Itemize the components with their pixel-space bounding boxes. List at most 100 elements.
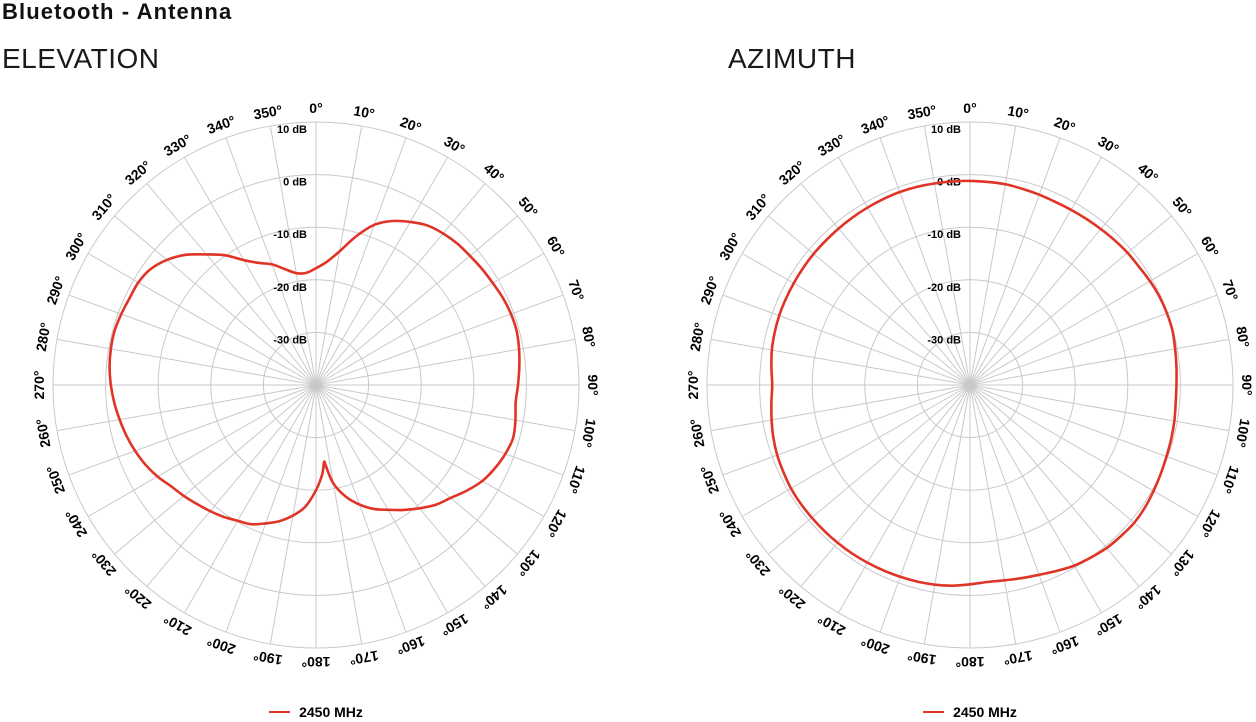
angle-tick-label: 270° xyxy=(31,371,47,400)
angle-tick-label: 230° xyxy=(88,547,119,579)
angle-tick-label: 310° xyxy=(88,191,119,223)
grid-spoke xyxy=(969,384,1230,432)
legend-line-swatch xyxy=(269,711,291,713)
grid-spoke xyxy=(56,384,317,432)
grid-spoke xyxy=(315,384,518,555)
angle-tick-label: 320° xyxy=(122,157,154,188)
grid-spoke xyxy=(315,294,564,386)
grid-spoke xyxy=(184,156,317,386)
azimuth-heading: AZIMUTH xyxy=(728,43,856,74)
angle-tick-label: 270° xyxy=(685,371,701,400)
grid-ring xyxy=(105,174,527,596)
angle-tick-label: 100° xyxy=(1232,417,1253,448)
grid-spoke xyxy=(838,156,971,386)
grid-spoke xyxy=(768,384,971,555)
grid-spoke xyxy=(315,384,564,476)
grid-spoke xyxy=(879,137,971,386)
angle-tick-label: 60° xyxy=(1198,233,1222,259)
grid-ring xyxy=(52,121,580,649)
grid-spoke xyxy=(741,384,971,517)
angle-tick-labels: 0° 10°20°30°40°50°60°70°80°90°100°110°120… xyxy=(31,100,601,670)
grid-spoke xyxy=(114,215,317,386)
angle-tick-label: 220° xyxy=(776,582,808,613)
angle-tick-label: 10° xyxy=(352,102,376,121)
grid-ring xyxy=(864,279,1076,491)
angle-tick-label: 190° xyxy=(252,647,283,668)
grid-spoke xyxy=(315,183,486,386)
grid-spoke xyxy=(315,384,486,587)
angle-tick-label: 30° xyxy=(1095,133,1121,157)
grid-spoke xyxy=(315,338,576,386)
angle-tick-label: 130° xyxy=(513,547,544,579)
angle-tick-label: 230° xyxy=(742,547,773,579)
grid-spoke xyxy=(969,384,1017,645)
angle-tick-label: 130° xyxy=(1167,547,1198,579)
grid-spoke xyxy=(722,384,971,476)
angle-tick-label: 170° xyxy=(1002,647,1033,668)
legend-label: 2450 MHz xyxy=(299,704,363,720)
grid-spoke xyxy=(146,183,317,386)
grid-spoke xyxy=(315,384,363,645)
radial-tick-labels: 10 dB 0 dB -10 dB -20 dB -30 dB xyxy=(273,124,307,346)
grid-spoke xyxy=(315,384,448,614)
grid-spoke xyxy=(184,384,317,614)
grid-spoke xyxy=(969,156,1102,386)
grid-spoke xyxy=(315,384,407,633)
angle-tick-label: 0° xyxy=(963,100,976,116)
angle-tick-label: 0° xyxy=(309,100,322,116)
angle-tick-label: 180° xyxy=(302,654,331,670)
grid-spoke xyxy=(969,338,1230,386)
angle-tick-label: 70° xyxy=(565,278,587,303)
radial-tick-label: 10 dB xyxy=(931,124,961,136)
angle-tick-label: 310° xyxy=(742,191,773,223)
grid-spoke xyxy=(710,338,971,386)
grid-spoke xyxy=(225,384,317,633)
grid-spoke xyxy=(969,384,1061,633)
angle-tick-label: 260° xyxy=(687,417,708,448)
angle-tick-label: 100° xyxy=(578,417,599,448)
grid-spoke xyxy=(225,137,317,386)
polar-grid xyxy=(706,121,1234,649)
radial-tick-label: -20 dB xyxy=(927,282,961,294)
grid-spoke xyxy=(741,253,971,386)
elevation-legend: 2450 MHz xyxy=(0,702,632,722)
angle-tick-label: 50° xyxy=(1169,194,1195,221)
grid-spoke xyxy=(315,253,545,386)
grid-spoke xyxy=(800,384,971,587)
angle-tick-label: 290° xyxy=(697,274,722,307)
elevation-heading: ELEVATION xyxy=(2,43,160,74)
grid-spoke xyxy=(315,215,518,386)
angle-tick-label: 200° xyxy=(205,633,238,658)
elevation-chart-block: 0° 10° 20° 30° 40° 50° 60° 70° 80° 90° 100° 110° 120… xyxy=(0,60,632,720)
grid-ring xyxy=(157,226,475,544)
angle-tick-label: 280° xyxy=(33,321,54,352)
azimuth-legend: 2450 MHz xyxy=(654,702,1256,722)
angle-tick-label: 20° xyxy=(1052,113,1077,135)
grid-spoke xyxy=(969,137,1061,386)
grid-spoke xyxy=(56,338,317,386)
grid-spoke xyxy=(969,384,1199,517)
angle-tick-label: 70° xyxy=(1219,278,1241,303)
grid-spoke xyxy=(969,183,1140,386)
grid-spoke xyxy=(969,294,1218,386)
angle-tick-label: 160° xyxy=(1048,633,1081,658)
radial-tick-label: 10 dB xyxy=(277,124,307,136)
grid-spoke xyxy=(923,125,971,386)
angle-tick-label: 250° xyxy=(43,463,68,496)
radial-tick-label: -10 dB xyxy=(273,229,307,241)
azimuth-polar-chart: 0° 10°20°30°40°50°60°70°80°90°100°110°120… xyxy=(685,100,1255,670)
grid-spoke xyxy=(114,384,317,555)
grid-spoke xyxy=(969,215,1172,386)
elevation-polar-chart: 0° 10°20°30°40°50°60°70°80°90°100°110°120… xyxy=(31,100,601,670)
legend-label: 2450 MHz xyxy=(953,704,1017,720)
angle-tick-label: 350° xyxy=(906,102,937,123)
angle-tick-label: 200° xyxy=(859,633,892,658)
angle-tick-label: 250° xyxy=(697,463,722,496)
angle-tick-label: 20° xyxy=(398,113,423,135)
angle-tick-label: 110° xyxy=(1218,464,1243,496)
grid-spoke xyxy=(969,384,1140,587)
azimuth-chart-block: 0° 10° 20° 30° 40° 50° 60° 70° 80° 90° 100° 110° 120… xyxy=(654,60,1256,720)
angle-tick-label: 90° xyxy=(1239,374,1255,395)
grid-spoke xyxy=(722,294,971,386)
angle-tick-label: 350° xyxy=(252,102,283,123)
